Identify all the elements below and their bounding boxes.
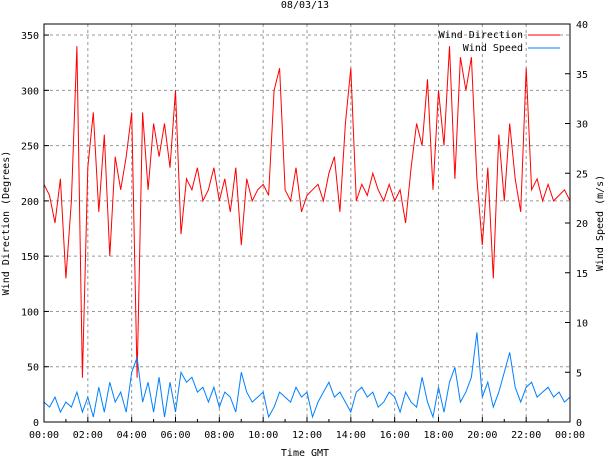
x-tick-label: 00:00 [555,430,585,441]
legend-label-speed: Wind Speed [463,43,523,54]
x-tick-label: 00:00 [29,430,59,441]
y2-tick-label: 35 [576,70,588,81]
x-tick-label: 22:00 [511,430,541,441]
y-tick-label: 150 [21,252,39,263]
x-tick-label: 10:00 [248,430,278,441]
y-tick-label: 250 [21,142,39,153]
grid [44,24,570,422]
y-tick-label: 50 [27,363,39,374]
y-tick-label: 100 [21,307,39,318]
y2-tick-label: 25 [576,169,588,180]
x-tick-label: 06:00 [160,430,190,441]
y-tick-label: 350 [21,31,39,42]
y-tick-label: 200 [21,197,39,208]
x-tick-label: 18:00 [423,430,453,441]
y2-tick-label: 0 [576,418,582,429]
y2-tick-label: 20 [576,219,588,230]
x-tick-label: 04:00 [117,430,147,441]
y-tick-label: 300 [21,86,39,97]
x-tick-label: 14:00 [336,430,366,441]
y2-tick-label: 10 [576,319,588,330]
legend-label-direction: Wind Direction [439,30,523,41]
y-tick-label: 0 [33,418,39,429]
y2-tick-label: 5 [576,368,582,379]
legend: Wind Direction Wind Speed [439,30,560,54]
y2-tick-label: 40 [576,20,588,31]
x-tick-label: 12:00 [292,430,322,441]
x-axis-label: Time GMT [281,448,329,459]
x-tick-label: 08:00 [204,430,234,441]
y-axis-label: Wind Direction (Degrees) [1,151,12,296]
x-tick-label: 02:00 [73,430,103,441]
y2-tick-label: 30 [576,120,588,131]
chart-title: 08/03/13 [281,0,329,11]
x-tick-label: 20:00 [467,430,497,441]
y2-axis-label: Wind Speed (m/s) [595,175,606,271]
y2-tick-label: 15 [576,269,588,280]
x-tick-label: 16:00 [380,430,410,441]
